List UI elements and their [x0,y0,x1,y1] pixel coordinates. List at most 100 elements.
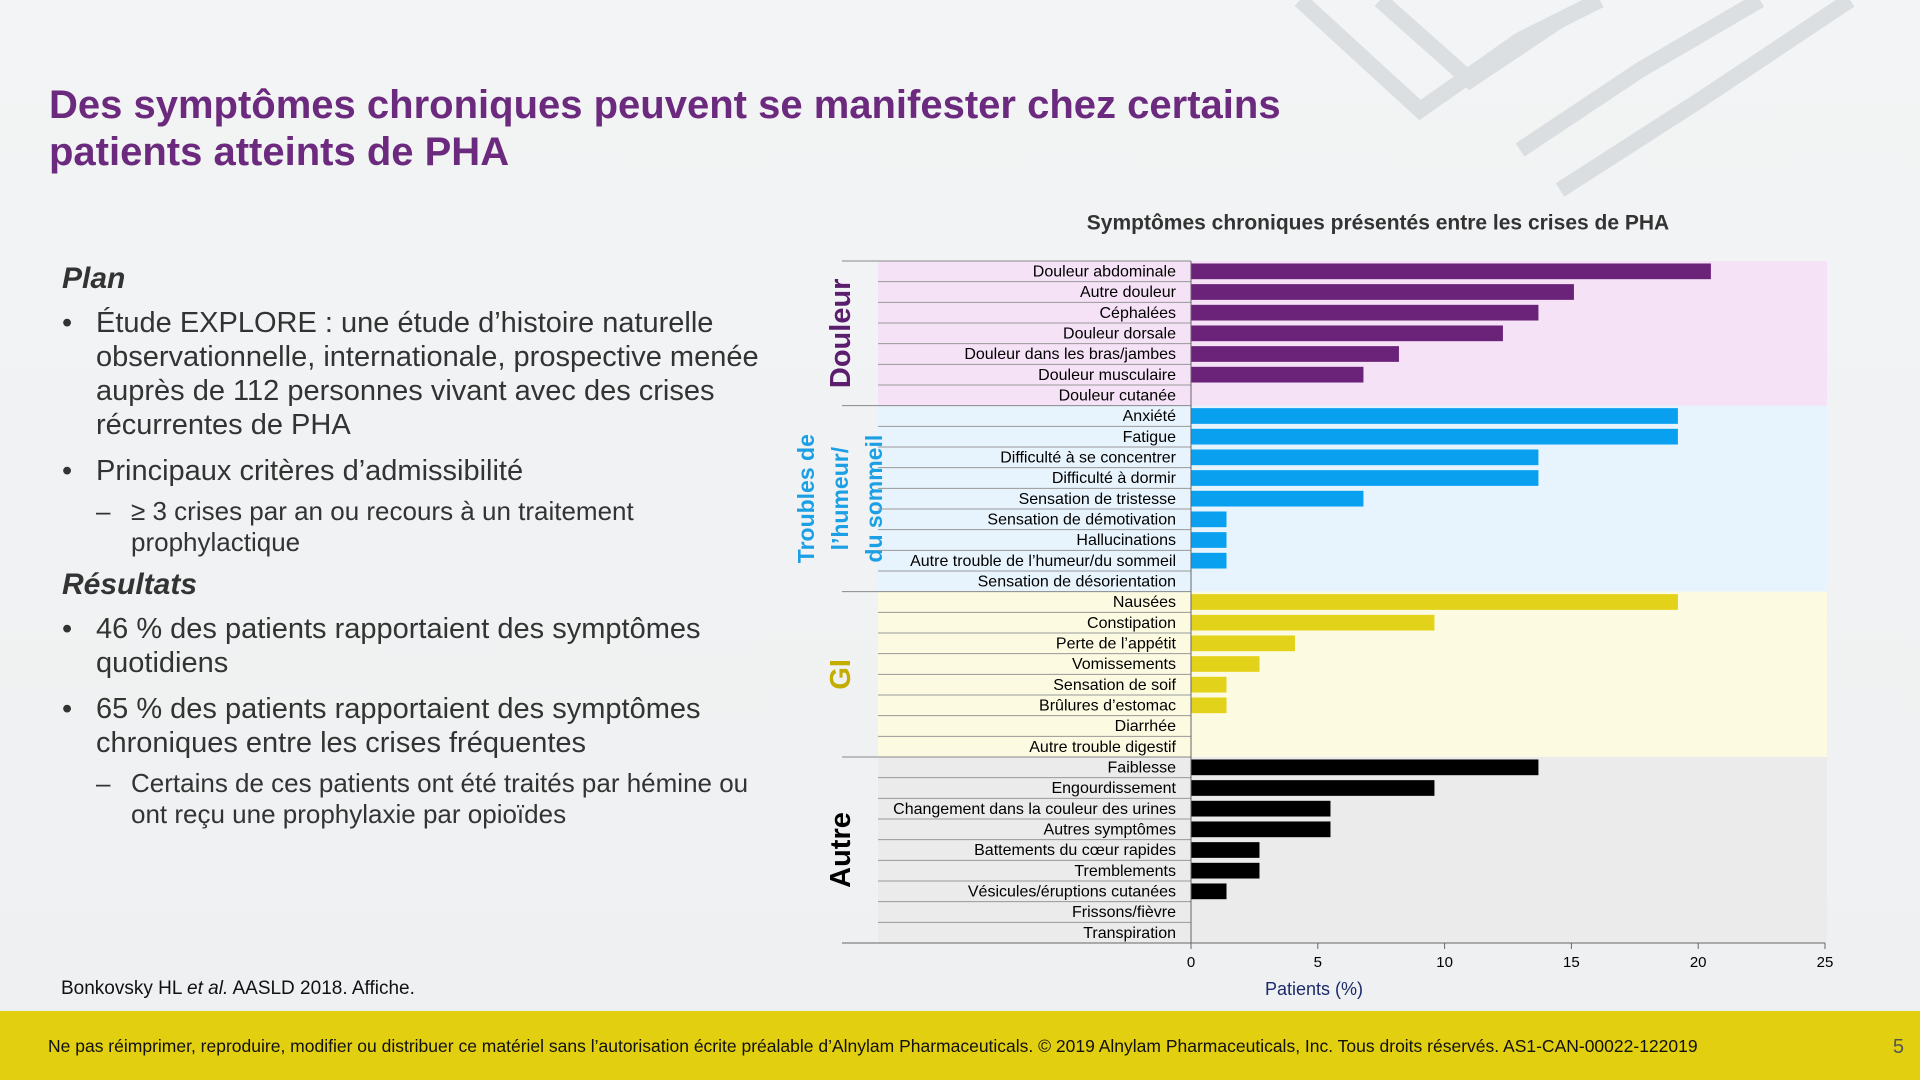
group-label-line: Douleur [825,279,857,389]
maze-wall [1374,0,1565,91]
group-label-line: du sommeil [861,435,887,563]
x-tick-label: 5 [1314,954,1322,971]
category-label: Changement dans la couleur des urines [893,801,1176,818]
bar [1191,697,1227,714]
group-label: Autre [825,812,857,888]
category-label: Perte de l’appétit [1056,636,1177,653]
bar [1191,304,1539,321]
category-label: Douleur dans les bras/jambes [964,346,1176,363]
footer-notice: Ne pas réimprimer, reproduire, modifier … [48,1036,1698,1056]
category-label: Douleur dorsale [1063,326,1176,343]
bar [1191,346,1399,362]
maze-decoration [1294,0,1855,197]
x-axis-label: Patients (%) [1265,979,1363,999]
bullet: Principaux critères d’admissibilité [60,454,770,488]
bar [1191,366,1364,383]
bullet: 65 % des patients rapportaient des sympt… [60,692,770,760]
bar [1191,800,1331,817]
bar [1191,656,1260,672]
bar [1191,594,1678,610]
section-heading: Plan [62,262,126,295]
category-label: Sensation de soif [1053,677,1176,694]
category-label: Difficulté à dormir [1052,470,1177,487]
bar [1191,490,1364,507]
category-label: Autre douleur [1080,284,1177,301]
category-label: Tremblements [1074,863,1176,880]
bar [1191,883,1227,900]
group-label: GI [825,659,857,690]
category-label: Sensation de démotivation [987,512,1176,529]
bar [1191,408,1678,424]
text-panel: Plan Étude EXPLORE : une étude d’histoire… [60,262,770,840]
category-label: Sensation de tristesse [1019,491,1177,508]
bar [1191,511,1227,528]
bar [1191,325,1503,342]
category-label: Nausées [1113,594,1176,611]
bar [1191,284,1574,300]
category-label: Frissons/fièvre [1072,904,1176,921]
chart-title: Symptômes chroniques présentés entre les… [1087,212,1669,235]
category-label: Douleur musculaire [1038,367,1176,384]
bar [1191,614,1435,631]
category-label: Douleur cutanée [1059,388,1177,405]
category-label: Faiblesse [1108,760,1177,777]
category-label: Autre trouble de l’humeur/du sommeil [910,553,1176,570]
citation-etal: et al. [187,978,229,999]
bar [1191,552,1227,569]
slide-title: Des symptômes chroniques peuvent se mani… [49,83,1281,174]
bar [1191,821,1331,838]
bar [1191,428,1678,445]
group-label: Douleur [825,279,857,389]
x-tick-label: 15 [1563,954,1580,971]
sub-bullet: Certains de ces patients ont été traités… [60,768,770,830]
bar [1191,862,1260,879]
x-tick-label: 25 [1817,954,1834,971]
category-label: Vomissements [1072,656,1176,673]
group-label: Troubles de l’humeur/du sommeil [793,434,887,563]
citation-source: AASLD 2018. Affiche. [232,978,415,999]
maze-wall [1555,0,1855,197]
group-label-line: l’humeur/ [827,446,853,550]
bar [1191,263,1711,280]
group-label-line: Autre [825,812,857,888]
x-tick-label: 0 [1187,954,1195,971]
x-tick-label: 10 [1436,954,1453,971]
category-label: Engourdissement [1051,780,1176,797]
category-label: Battements du cœur rapides [974,842,1176,859]
bar [1191,532,1227,548]
bar [1191,676,1227,693]
group-label-line: Troubles de [793,434,819,563]
category-label: Hallucinations [1076,532,1176,549]
sub-bullet: ≥ 3 crises par an ou recours à un traite… [60,496,770,558]
page-number: 5 [1892,1036,1904,1058]
bullet: Étude EXPLORE : une étude d’histoire nat… [60,306,770,442]
citation: Bonkovsky HL et al. AASLD 2018. Affiche. [61,978,415,1000]
bar [1191,635,1295,652]
category-label: Autre trouble digestif [1029,739,1176,756]
category-label: Autres symptômes [1044,822,1176,839]
bullet: 46 % des patients rapportaient des sympt… [60,612,770,680]
category-label: Anxiété [1123,408,1176,425]
group-label-line: GI [825,659,857,690]
category-label: Diarrhée [1115,718,1176,735]
category-label: Céphalées [1100,305,1177,322]
section-heading: Résultats [62,568,198,601]
category-label: Vésicules/éruptions cutanées [968,884,1176,901]
bar [1191,449,1539,466]
category-label: Sensation de désorientation [978,574,1176,591]
x-tick-label: 20 [1690,954,1707,971]
citation-authors: Bonkovsky HL [61,978,182,999]
bar [1191,470,1539,486]
bar [1191,780,1435,796]
maze-wall [1515,0,1765,157]
bar [1191,842,1260,858]
category-label: Brûlures d’estomac [1039,698,1176,715]
category-label: Difficulté à se concentrer [1000,450,1176,467]
footer: Ne pas réimprimer, reproduire, modifier … [0,1011,1920,1080]
category-label: Douleur abdominale [1033,264,1176,281]
category-label: Fatigue [1123,429,1176,446]
category-label: Transpiration [1083,925,1176,942]
